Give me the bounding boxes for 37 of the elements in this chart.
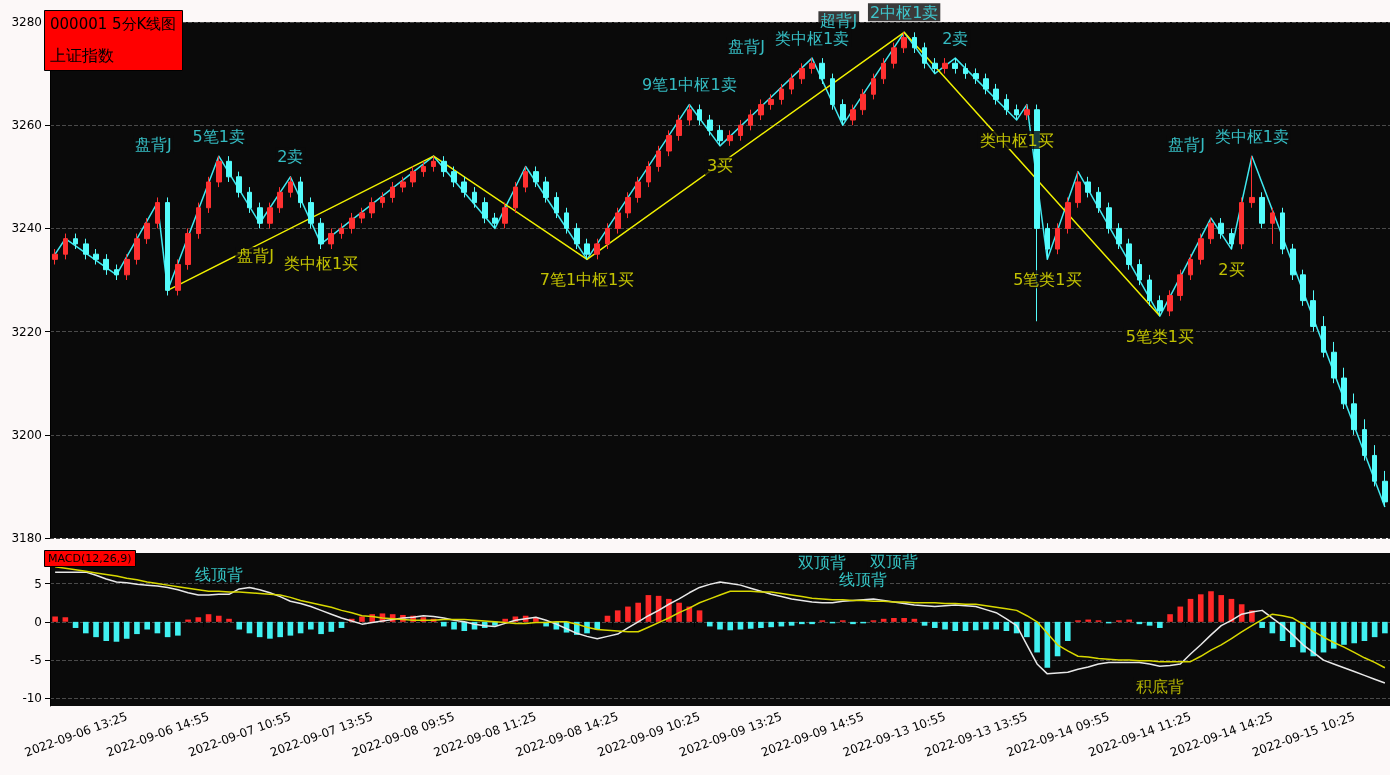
- annotation: 类中枢1卖: [1214, 126, 1289, 146]
- annotation: 双顶背: [869, 552, 918, 572]
- chart-title: 000001 5分K线图: [50, 14, 177, 33]
- annotation: 2卖: [277, 147, 304, 167]
- y-tick-label: 3280: [11, 15, 42, 29]
- annotation: 7笔1中枢1买: [539, 269, 635, 289]
- text: 上证指数: [50, 45, 114, 65]
- y-tick-label: 5: [34, 576, 42, 591]
- annotation: 线顶背: [194, 564, 243, 584]
- annotation: 2买: [1218, 259, 1245, 279]
- y-tick-label: -10: [22, 691, 42, 706]
- annotation: 5笔类1买: [1013, 269, 1082, 289]
- annotation: 线顶背: [839, 570, 888, 590]
- annotation: 盘背J: [728, 36, 766, 56]
- annotation: 5笔1卖: [192, 126, 245, 146]
- annotation: 9笔1中枢1卖: [642, 75, 737, 95]
- annotation: 盘背J: [237, 246, 275, 266]
- annotation: 类中枢1买: [283, 254, 359, 274]
- annotation: 2卖: [942, 28, 969, 48]
- y-tick-label: -5: [30, 653, 42, 668]
- y-tick-label: 3260: [11, 118, 42, 133]
- y-tick-label: 0: [34, 614, 42, 629]
- y-tick-label: 3220: [11, 324, 42, 339]
- annotation: 积底背: [1135, 676, 1184, 696]
- annotation: 盘背J: [1168, 134, 1205, 154]
- annotation: 类中枢1卖: [774, 28, 850, 48]
- annotation: 3买: [706, 156, 734, 176]
- y-tick-label: 3240: [11, 221, 42, 236]
- chart-title: MACD(12,26,9): [48, 552, 132, 565]
- annotation: 双顶背: [798, 553, 847, 573]
- annotation: 类中枢1买: [979, 130, 1054, 150]
- annotation: 超背J: [820, 10, 858, 30]
- y-tick-label: 3200: [11, 427, 42, 442]
- annotation: 5笔类1买: [1125, 326, 1195, 346]
- annotation: 盘背J: [135, 134, 172, 154]
- annotation: 2中枢1卖: [869, 2, 939, 22]
- y-tick-label: 3180: [11, 531, 42, 545]
